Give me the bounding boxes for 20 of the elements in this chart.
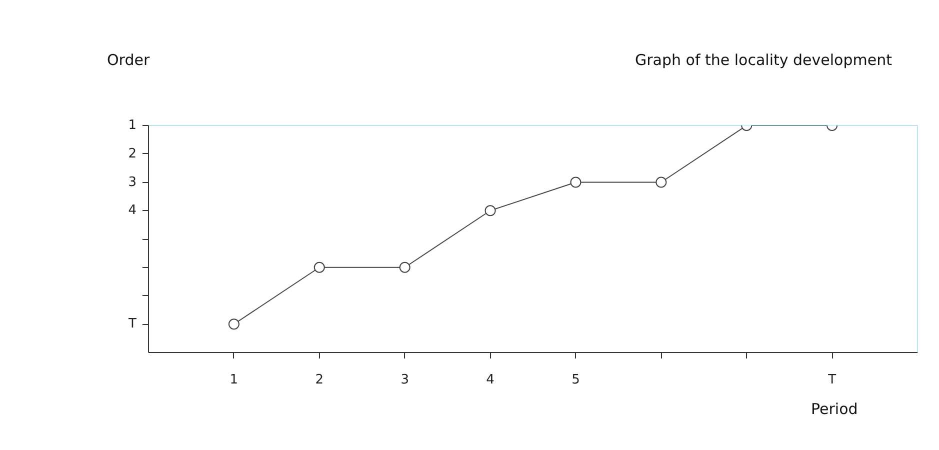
x-tick-label: T xyxy=(827,372,836,388)
point xyxy=(570,176,582,188)
x-axis-title: Period xyxy=(811,399,858,420)
point xyxy=(484,205,496,216)
x-tick-label: 5 xyxy=(572,372,580,388)
x-tick-label: 4 xyxy=(486,372,494,388)
x-tick-label: 3 xyxy=(400,372,409,388)
y-tick-label: T xyxy=(128,316,137,332)
chart-title: Graph of the locality development xyxy=(635,50,892,71)
x-tick-label: 1 xyxy=(230,372,238,388)
point xyxy=(228,318,240,330)
point xyxy=(314,262,325,273)
y-tick-label: 2 xyxy=(128,146,137,162)
point xyxy=(656,176,667,188)
x-tick-label: 2 xyxy=(315,372,324,388)
y-tick-label: 4 xyxy=(128,203,137,218)
y-tick-label: 3 xyxy=(128,174,137,190)
y-tick-label: 1 xyxy=(128,118,137,133)
y-axis-title: Order xyxy=(107,50,150,71)
point xyxy=(399,262,410,273)
